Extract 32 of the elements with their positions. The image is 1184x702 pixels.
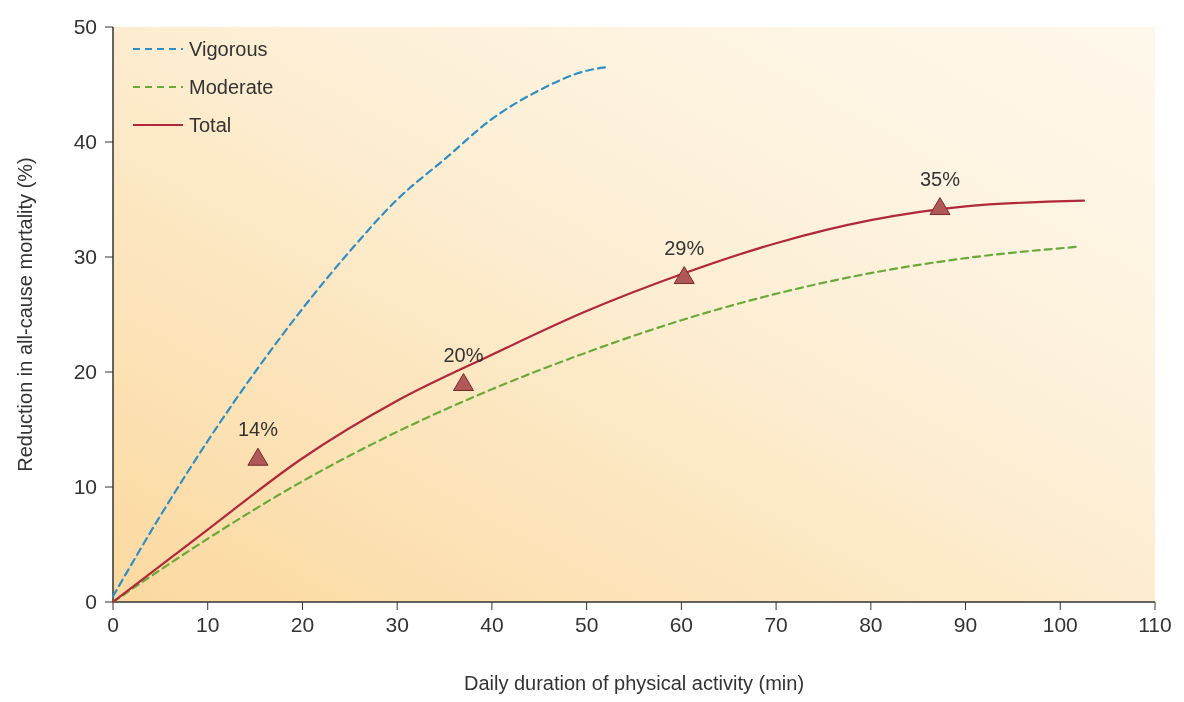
y-tick-label: 40 xyxy=(73,130,97,153)
annotation: 14% xyxy=(237,418,279,441)
x-tick-label: 90 xyxy=(953,613,978,636)
y-axis-title: Reduction in all-cause mortality (%) xyxy=(14,157,36,472)
x-tick-label: 10 xyxy=(196,613,220,636)
point xyxy=(247,447,269,466)
annotation: 29% xyxy=(664,236,705,259)
x-tick-label: 110 xyxy=(1138,613,1172,636)
legend-label: Vigorous xyxy=(189,38,268,60)
x-axis-title: Daily duration of physical activity (min) xyxy=(463,672,805,694)
x-tick-label: 30 xyxy=(385,613,409,636)
y-tick-label: 50 xyxy=(73,15,97,38)
legend-label: Moderate xyxy=(189,76,274,98)
line-series xyxy=(111,66,607,598)
point xyxy=(452,373,474,391)
x-tick-label: 40 xyxy=(480,613,504,636)
point xyxy=(673,266,695,285)
x-tick-label: 20 xyxy=(290,613,315,636)
x-tick-label: 60 xyxy=(669,613,694,636)
x-tick-label: 100 xyxy=(1042,613,1078,636)
y-tick-label: 20 xyxy=(73,360,97,383)
y-tick-label: 0 xyxy=(85,590,97,613)
y-tick-label: 10 xyxy=(73,475,97,498)
x-tick-label: 80 xyxy=(859,613,883,636)
annotation: 20% xyxy=(443,343,484,366)
x-tick-label: 0 xyxy=(107,613,119,636)
point xyxy=(929,197,951,216)
legend-label: Total xyxy=(189,114,232,136)
x-tick-label: 50 xyxy=(574,613,599,636)
x-tick-label: 70 xyxy=(764,613,788,636)
y-tick-label: 30 xyxy=(73,245,97,268)
annotation: 35% xyxy=(919,167,961,190)
